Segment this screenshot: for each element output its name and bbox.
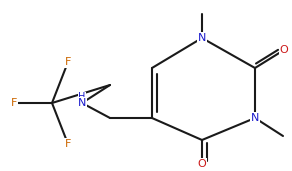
- Text: O: O: [280, 45, 288, 55]
- Text: F: F: [65, 57, 71, 67]
- Text: O: O: [198, 159, 206, 169]
- Text: H: H: [78, 93, 86, 102]
- Text: F: F: [65, 139, 71, 149]
- Text: N: N: [251, 113, 259, 123]
- Text: F: F: [11, 98, 17, 108]
- Text: N: N: [198, 33, 206, 43]
- Text: N: N: [78, 98, 86, 108]
